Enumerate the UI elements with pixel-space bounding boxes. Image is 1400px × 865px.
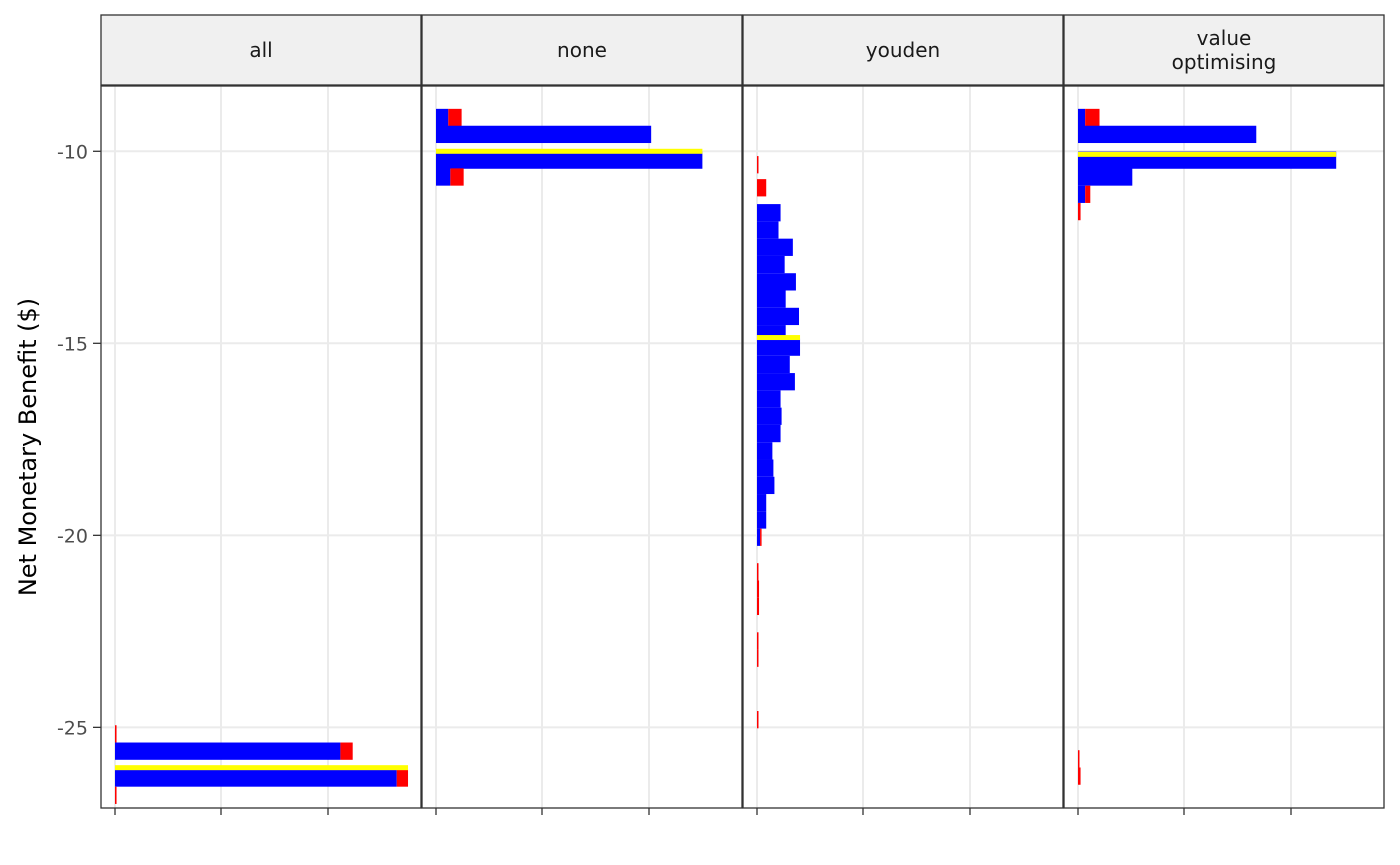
facet-strip-label: optimising — [1172, 50, 1277, 74]
histogram-bar-red — [115, 786, 117, 804]
facet-strip — [100, 14, 422, 86]
facet-strip — [742, 14, 1064, 86]
grid-layer — [101, 86, 1384, 808]
panel-borders — [100, 85, 1385, 809]
histogram-bar-blue — [757, 511, 767, 529]
histogram-bar-red — [757, 156, 759, 174]
y-axis-title: Net Monetary Benefit ($) — [14, 298, 42, 596]
histogram-bar-blue — [757, 407, 782, 425]
histogram-bar-red — [1078, 750, 1080, 768]
histogram-bar-blue — [757, 204, 781, 222]
y-tick-label: -25 — [57, 717, 88, 739]
histogram-bar-blue — [757, 528, 761, 546]
median-line — [1078, 151, 1337, 157]
histogram-bar-red — [757, 649, 759, 667]
facet-strip — [1063, 14, 1385, 86]
histogram-bar-red — [1085, 108, 1100, 127]
histogram-bar-red — [757, 597, 760, 616]
histogram-bar-blue — [1078, 108, 1086, 127]
histogram-bar-blue — [757, 221, 779, 239]
histogram-bar-blue — [1078, 125, 1257, 144]
panel-border — [421, 85, 743, 809]
histogram-bar-blue — [436, 108, 449, 127]
y-tick-label: -20 — [57, 525, 88, 547]
histogram-bar-red — [1078, 767, 1081, 785]
histogram-bar-blue — [436, 151, 703, 169]
histogram-bar-blue — [757, 424, 781, 443]
histogram-bar-blue — [757, 355, 790, 374]
histogram-bar-blue — [436, 125, 652, 144]
panel-border — [742, 85, 1064, 809]
histogram-bar-blue — [115, 769, 397, 787]
facet-strip-label: value — [1197, 26, 1252, 50]
histogram-bar-red — [115, 725, 117, 743]
histogram-bar-red — [757, 563, 759, 581]
histogram-bar-blue — [1078, 168, 1133, 186]
histogram-bar-blue — [757, 459, 774, 477]
histogram-bar-red — [757, 711, 759, 729]
histogram-bar-blue — [757, 338, 801, 356]
histogram-bar-blue — [436, 168, 451, 186]
median-line — [757, 335, 801, 341]
median-line — [115, 765, 409, 771]
median-line — [436, 148, 703, 154]
histogram-bar-blue — [757, 373, 795, 391]
facet-strip-label: all — [249, 38, 272, 62]
panel-border — [100, 85, 422, 809]
histogram-bar-blue — [757, 494, 767, 512]
histogram-bar-blue — [115, 742, 341, 760]
histogram-bar-blue — [1078, 185, 1086, 203]
median-layer — [115, 148, 1337, 771]
histogram-bar-red — [1078, 202, 1081, 221]
histogram-bar-blue — [757, 307, 800, 326]
facet-strip-label: youden — [866, 38, 940, 62]
histogram-bar-red — [340, 742, 353, 760]
histogram-bar-red — [448, 108, 462, 127]
histogram-bar-red — [396, 769, 409, 787]
histogram-bar-blue — [757, 442, 773, 460]
histogram-bar-red — [757, 632, 759, 650]
facet-strip — [421, 14, 743, 86]
histogram-bar-blue — [757, 255, 785, 274]
histogram-bar-blue — [757, 273, 796, 291]
histogram-bar-blue — [757, 238, 793, 256]
histogram-bar-blue — [757, 476, 775, 495]
panel-border — [1063, 85, 1385, 809]
bars-layer — [115, 108, 1337, 804]
histogram-bar-blue — [757, 390, 781, 408]
histogram-bar-red — [450, 168, 464, 186]
histogram-bar-red — [757, 179, 767, 197]
y-axis: -10 -15 -20 -25 — [57, 141, 1292, 815]
histogram-bar-blue — [757, 290, 786, 308]
histogram-bar-red — [760, 528, 762, 546]
histogram-bar-red — [757, 580, 760, 598]
y-tick-label: -15 — [57, 333, 88, 355]
y-tick-label: -10 — [57, 141, 88, 163]
facet-strip-label: none — [557, 38, 607, 62]
histogram-bar-red — [1085, 185, 1091, 203]
